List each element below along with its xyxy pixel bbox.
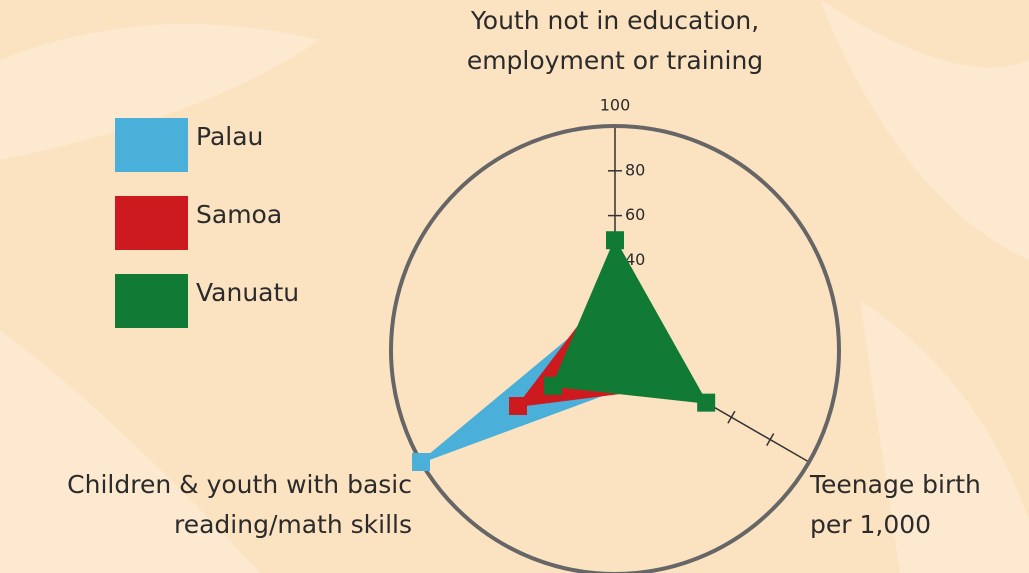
point-marker (697, 394, 715, 412)
category-label: Youth not in education, (470, 6, 759, 35)
category-label: employment or training (467, 46, 763, 75)
legend-label: Samoa (196, 200, 282, 229)
category-label: per 1,000 (810, 510, 931, 539)
point-marker (412, 453, 430, 471)
point-marker (606, 231, 624, 249)
point-marker (509, 397, 527, 415)
category-label: Children & youth with basic (67, 470, 412, 499)
legend-label: Vanuatu (196, 278, 299, 307)
tick-label: 100 (600, 96, 631, 115)
category-label: Teenage birth (809, 470, 981, 499)
legend-swatch (115, 118, 188, 172)
point-marker (544, 377, 562, 395)
category-label: reading/math skills (174, 510, 412, 539)
legend-swatch (115, 196, 188, 250)
tick-label: 60 (625, 205, 645, 224)
legend-swatch (115, 274, 188, 328)
chart: 406080100Youth not in education,employme… (0, 0, 1029, 573)
tick-label: 80 (625, 160, 645, 179)
legend-label: Palau (196, 122, 263, 151)
